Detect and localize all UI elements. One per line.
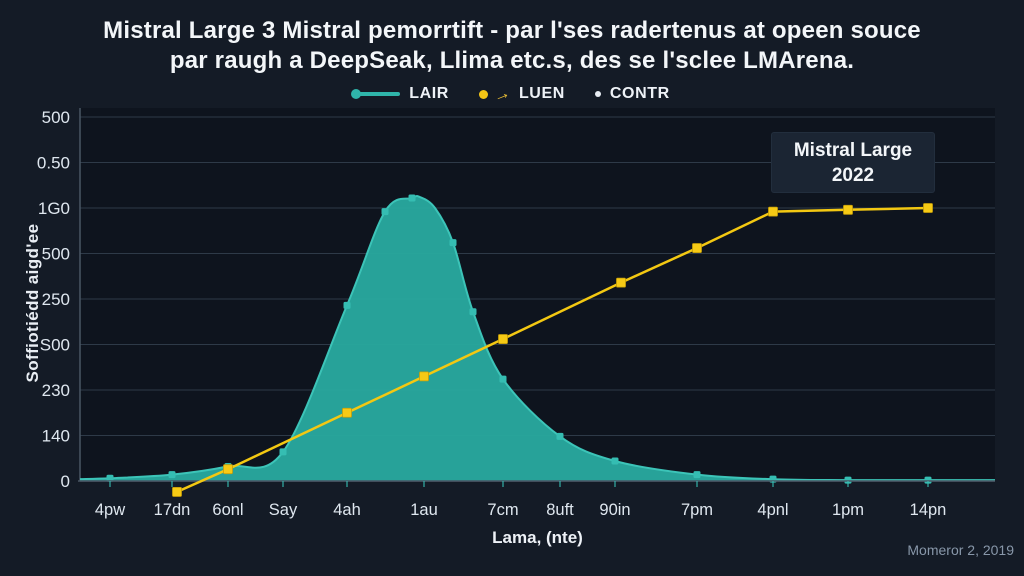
legend-item-luen: → LUEN xyxy=(478,82,565,106)
legend: LAIR → LUEN CONTR xyxy=(0,82,1024,106)
luen-data-marker xyxy=(342,407,352,418)
lair-data-marker xyxy=(343,301,351,309)
lair-data-marker xyxy=(106,474,114,482)
y-tick-label: 140 xyxy=(42,427,70,446)
x-tick-label: 4pnl xyxy=(757,501,788,519)
x-tick-label: 14pn xyxy=(910,501,947,519)
legend-item-contr: CONTR xyxy=(594,85,670,103)
y-tick-label: 230 xyxy=(42,381,70,400)
luen-data-marker xyxy=(498,334,508,344)
legend-label-lair: LAIR xyxy=(409,85,449,102)
chart-title-line2: par raugh a DeepSeak, Llima etc.s, des s… xyxy=(169,47,855,74)
contr-bullet-icon xyxy=(594,91,601,97)
y-tick-label: 500 xyxy=(42,245,70,264)
luen-line-series xyxy=(176,206,929,494)
lair-data-marker xyxy=(168,471,176,479)
luen-data-marker xyxy=(843,204,853,215)
luen-data-marker xyxy=(223,464,233,475)
legend-label-luen: LUEN xyxy=(518,85,565,102)
x-tick-label: 6onl xyxy=(212,501,243,519)
legend-item-lair: LAIR xyxy=(351,85,449,103)
lair-data-marker xyxy=(844,476,852,484)
luen-data-marker xyxy=(692,243,702,253)
luen-data-marker xyxy=(419,371,429,382)
lair-data-marker xyxy=(381,208,389,216)
chart-title: Mistral Large 3 Mistral pemorrtift - par… xyxy=(0,16,1024,76)
x-tick-label: Say xyxy=(269,501,298,519)
luen-data-marker xyxy=(172,487,182,497)
y-tick-label: 250 xyxy=(42,290,70,309)
annotation-line1: Mistral Large xyxy=(793,139,913,161)
y-axis-title: Soffiotiédd aigd'ee xyxy=(23,223,42,383)
lair-area-edge xyxy=(79,195,995,482)
y-tick-label: 500 xyxy=(42,108,70,127)
x-axis-title: Lama, (nte) xyxy=(492,528,583,547)
lair-line-swatch-icon xyxy=(351,89,401,99)
chart-title-line1: Mistral Large 3 Mistral pemorrtift - par… xyxy=(103,17,921,44)
x-tick-label: 7pm xyxy=(681,501,713,519)
lair-data-marker xyxy=(556,432,564,440)
legend-label-contr: CONTR xyxy=(609,85,670,102)
lair-data-marker xyxy=(693,471,701,479)
luen-dot-icon xyxy=(478,89,488,99)
y-tick-label: 1G0 xyxy=(38,199,70,218)
lair-data-marker xyxy=(499,375,507,383)
lair-area-series xyxy=(80,195,995,481)
lair-data-marker xyxy=(611,457,619,465)
luen-data-marker xyxy=(768,206,778,217)
lair-data-marker xyxy=(924,476,932,484)
x-tick-label: 1au xyxy=(410,501,438,519)
x-tick-label: 17dn xyxy=(154,501,191,519)
lair-data-marker xyxy=(408,194,416,202)
x-tick-label: 4ah xyxy=(333,501,361,519)
annotation-line2: 2022 xyxy=(831,164,875,186)
x-tick-label: 90in xyxy=(599,501,630,519)
date-footnote: Momeror 2, 2019 xyxy=(907,542,1014,558)
annotation-box: Mistral Large 2022 xyxy=(772,133,934,192)
x-tick-label: 1pm xyxy=(832,501,864,519)
luen-data-marker xyxy=(616,277,626,288)
y-tick-label: 0.50 xyxy=(37,154,70,173)
x-tick-label: 7cm xyxy=(487,501,518,519)
y-tick-label: S00 xyxy=(40,336,70,355)
x-tick-label: 8uft xyxy=(546,501,574,519)
lair-data-marker xyxy=(469,308,477,316)
y-tick-label: 0 xyxy=(61,472,70,491)
x-tick-label: 4pw xyxy=(95,501,125,519)
lair-dot-icon xyxy=(351,89,362,99)
luen-data-marker xyxy=(923,203,933,213)
lair-data-marker xyxy=(279,448,287,456)
lair-data-marker xyxy=(449,239,457,247)
